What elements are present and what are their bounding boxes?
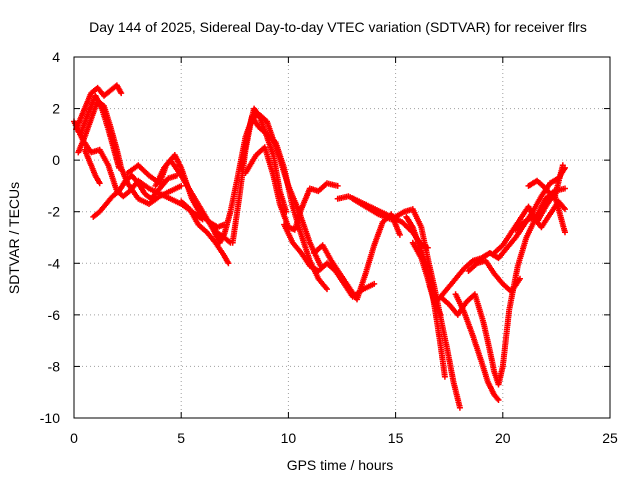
series-arc9 <box>178 198 232 267</box>
plot-frame <box>73 56 611 419</box>
data-points <box>152 157 234 246</box>
data-points <box>349 195 463 411</box>
data-points <box>178 198 232 267</box>
series-arc8 <box>152 157 234 246</box>
series-arc13 <box>242 144 341 233</box>
series-arc24 <box>491 190 568 256</box>
y-tick-label: 2 <box>52 101 60 117</box>
series-arc25 <box>512 198 568 233</box>
data-points <box>238 105 290 215</box>
data-points <box>452 291 502 403</box>
grid <box>74 57 610 418</box>
x-axis-label: GPS time / hours <box>287 457 394 473</box>
series-arc23 <box>465 257 523 295</box>
series-arc17 <box>349 195 463 411</box>
data-points <box>77 92 122 171</box>
x-tick-label: 25 <box>602 430 618 446</box>
series-arc2 <box>73 82 125 133</box>
data-points <box>525 162 566 202</box>
data-points <box>242 144 341 233</box>
data-marks <box>71 82 568 411</box>
x-tick-label: 15 <box>388 430 404 446</box>
data-points <box>90 172 180 220</box>
data-points <box>73 82 125 133</box>
x-tick-label: 20 <box>495 430 511 446</box>
y-tick-label: -2 <box>48 204 61 220</box>
series-arc20 <box>426 164 568 303</box>
data-points <box>465 257 523 295</box>
y-tick-label: 4 <box>52 49 60 65</box>
series-arc26 <box>525 162 566 202</box>
y-axis-label: SDTVAR / TECUs <box>6 182 22 294</box>
y-tick-label: -8 <box>48 358 61 374</box>
data-points <box>512 198 568 233</box>
series-arc12 <box>238 105 290 215</box>
data-points <box>426 164 568 303</box>
x-tick-label: 5 <box>177 430 185 446</box>
y-tick-label: 0 <box>52 152 60 168</box>
series-arc6 <box>90 172 180 220</box>
series-arc4 <box>77 92 122 171</box>
x-tick-label: 0 <box>70 430 78 446</box>
x-tick-label: 10 <box>281 430 297 446</box>
y-tick-label: -4 <box>48 255 61 271</box>
y-tick-label: -10 <box>40 410 60 426</box>
data-points <box>491 190 568 256</box>
chart-title: Day 144 of 2025, Sidereal Day-to-day VTE… <box>89 19 587 35</box>
series-arc22 <box>452 291 502 403</box>
series-arc5 <box>81 146 103 187</box>
data-points <box>81 146 103 187</box>
y-tick-label: -6 <box>48 307 61 323</box>
